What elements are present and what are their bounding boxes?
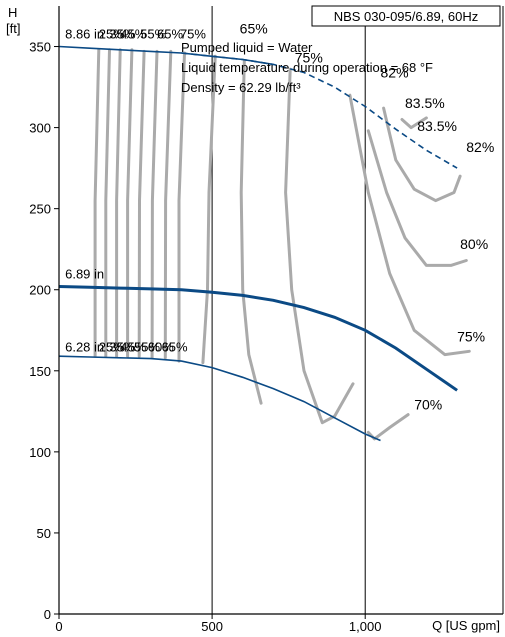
y-tick-label-2: 100 <box>29 445 51 460</box>
x-tick-label-2: 1,000 <box>349 619 382 634</box>
y-tick-label-4: 200 <box>29 283 51 298</box>
efficiency-contour-0 <box>93 48 101 358</box>
chart-title: NBS 030-095/6.89, 60Hz <box>334 9 479 24</box>
y-axis-label: H <box>8 5 17 20</box>
efficiency-contour-15 <box>400 116 428 130</box>
title-box <box>311 5 501 27</box>
y-tick-label-7: 350 <box>29 40 51 55</box>
top-impeller-label-6: 75% <box>180 26 206 41</box>
efficiency-contour-5 <box>150 49 159 360</box>
head-curve-rated-impeller <box>58 285 458 392</box>
x-tick-label-0: 0 <box>55 619 62 634</box>
efficiency-contour-13 <box>366 129 468 267</box>
efficiency-label-1: 75% <box>295 50 323 66</box>
top-impeller-label-0: 8.86 in <box>65 26 104 41</box>
rated-impeller-label: 6.89 in <box>65 266 104 281</box>
bottom-impeller-label-5: 60% <box>148 339 174 354</box>
bottom-impeller-label-3: 45% <box>120 339 146 354</box>
efficiency-label-7: 75% <box>457 329 485 345</box>
top-impeller-label-3: 45% <box>120 26 146 41</box>
y-tick-label-6: 300 <box>29 121 51 136</box>
top-impeller-label-2: 35% <box>110 26 136 41</box>
top-impeller-label-5: 65% <box>157 26 183 41</box>
note-liquid: Pumped liquid = Water <box>181 40 313 55</box>
efficiency-contour-2 <box>115 48 122 358</box>
head-curve-max-impeller <box>58 45 274 66</box>
curve-labels: 65%75%82%83.5%83.5%82%80%75%70%6.89 in8.… <box>65 21 494 413</box>
y-tick-label-0: 0 <box>44 607 51 622</box>
axes: 0 50 100 150 200 250 300 350 0 500 1,000 <box>29 6 503 634</box>
bottom-impeller-label-1: 25% <box>99 339 125 354</box>
efficiency-label-0: 65% <box>240 21 268 37</box>
bottom-impeller-label-4: 55% <box>134 339 160 354</box>
y-tick-label-5: 250 <box>29 202 51 217</box>
efficiency-contour-4 <box>137 49 146 358</box>
efficiency-label-6: 80% <box>460 236 488 252</box>
efficiency-contour-12 <box>348 93 471 357</box>
efficiency-contour-8 <box>201 54 217 365</box>
note-density: Density = 62.29 lb/ft³ <box>181 80 301 95</box>
top-impeller-label-1: 25% <box>99 26 125 41</box>
bottom-impeller-label-0: 6.28 in <box>65 339 104 354</box>
efficiency-label-4: 83.5% <box>417 118 457 134</box>
efficiency-label-5: 82% <box>466 139 494 155</box>
note-temperature: Liquid temperature during operation = 68… <box>181 60 433 75</box>
efficiency-contour-14 <box>382 106 462 203</box>
bottom-impeller-label-2: 35% <box>110 339 136 354</box>
efficiency-contour-11 <box>366 413 410 441</box>
x-axis-label: Q [US gpm] <box>432 618 500 633</box>
efficiency-contour-7 <box>177 51 186 363</box>
head-curve-max-impeller-dashed <box>181 52 458 169</box>
efficiency-contour-6 <box>163 49 173 360</box>
efficiency-contour-10 <box>284 67 355 425</box>
efficiency-contour-1 <box>104 48 111 358</box>
grid-lines <box>211 6 504 614</box>
y-tick-label-3: 150 <box>29 364 51 379</box>
efficiency-label-8: 70% <box>414 397 442 413</box>
efficiency-contour-3 <box>126 48 134 358</box>
top-impeller-label-4: 55% <box>140 26 166 41</box>
head-curve-min-impeller <box>58 355 381 442</box>
y-axis-unit: [ft] <box>6 21 20 36</box>
efficiency-contour-9 <box>239 59 263 405</box>
y-tick-label-1: 50 <box>37 526 51 541</box>
bottom-impeller-label-6: 65% <box>162 339 188 354</box>
efficiency-label-2: 82% <box>381 64 409 80</box>
x-tick-label-1: 500 <box>201 619 223 634</box>
curves <box>58 45 471 442</box>
efficiency-label-3: 83.5% <box>405 95 445 111</box>
